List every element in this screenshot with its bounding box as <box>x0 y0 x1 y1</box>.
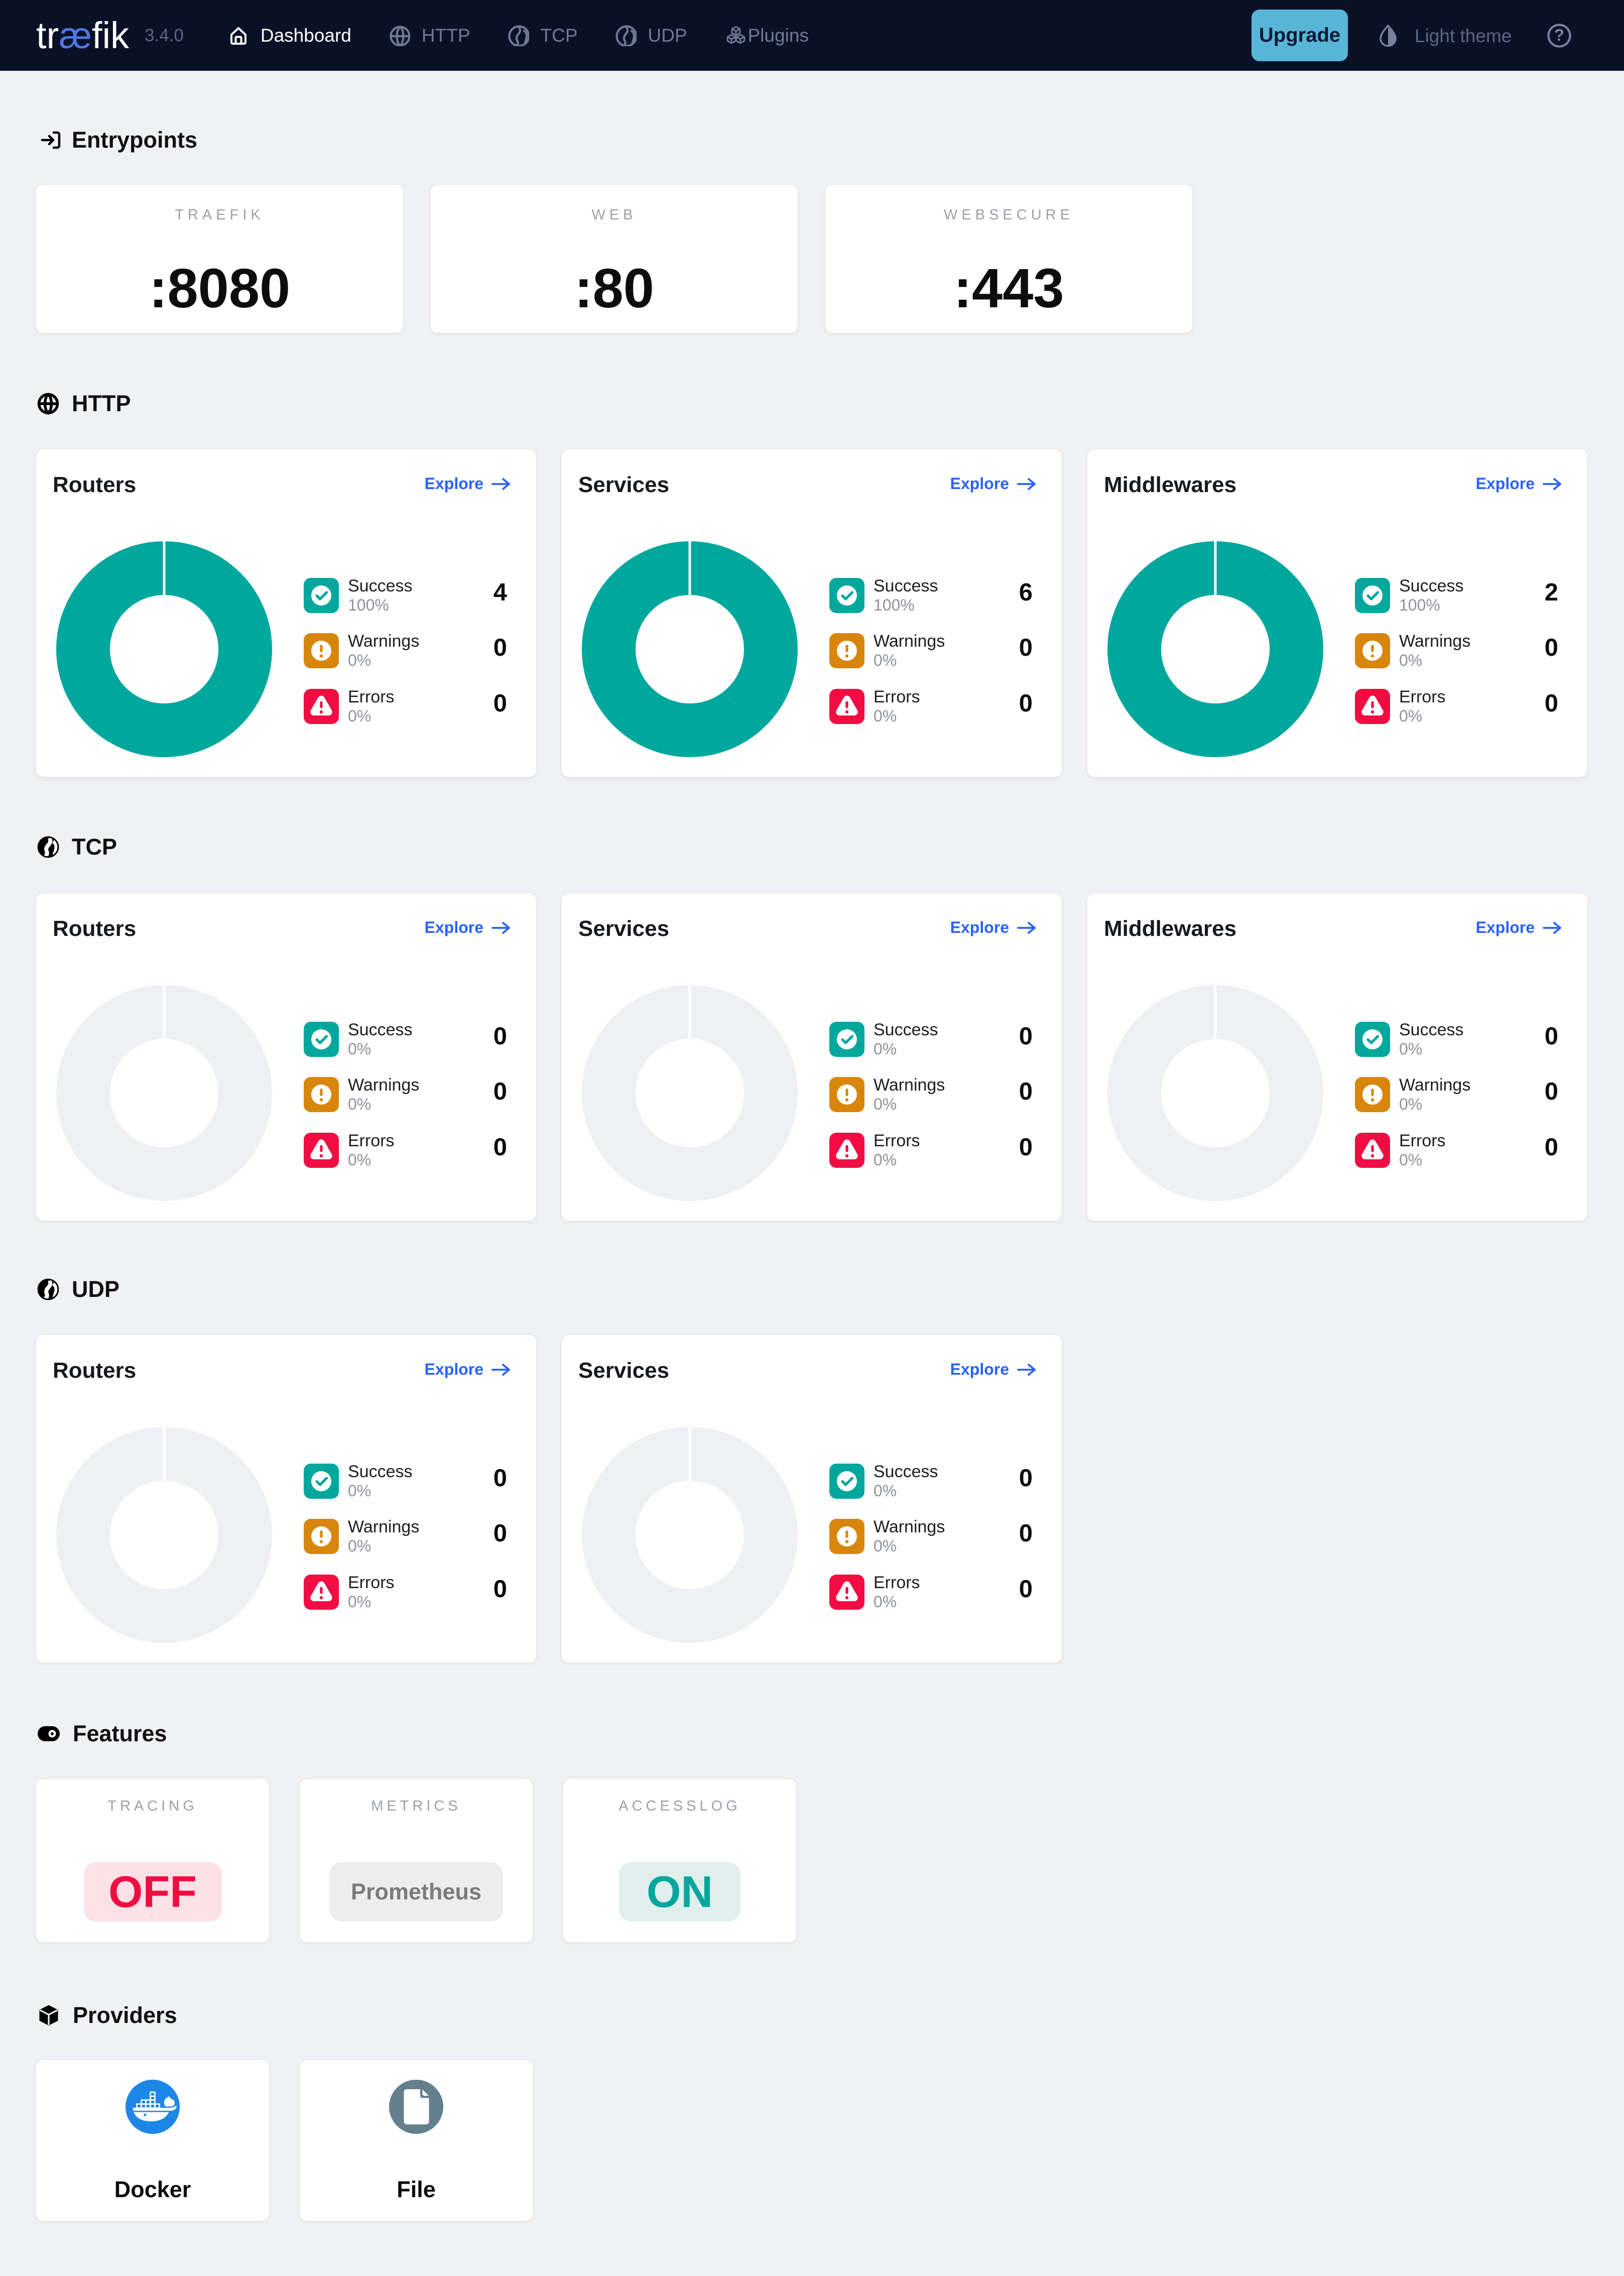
svg-text:?: ? <box>1554 26 1564 44</box>
